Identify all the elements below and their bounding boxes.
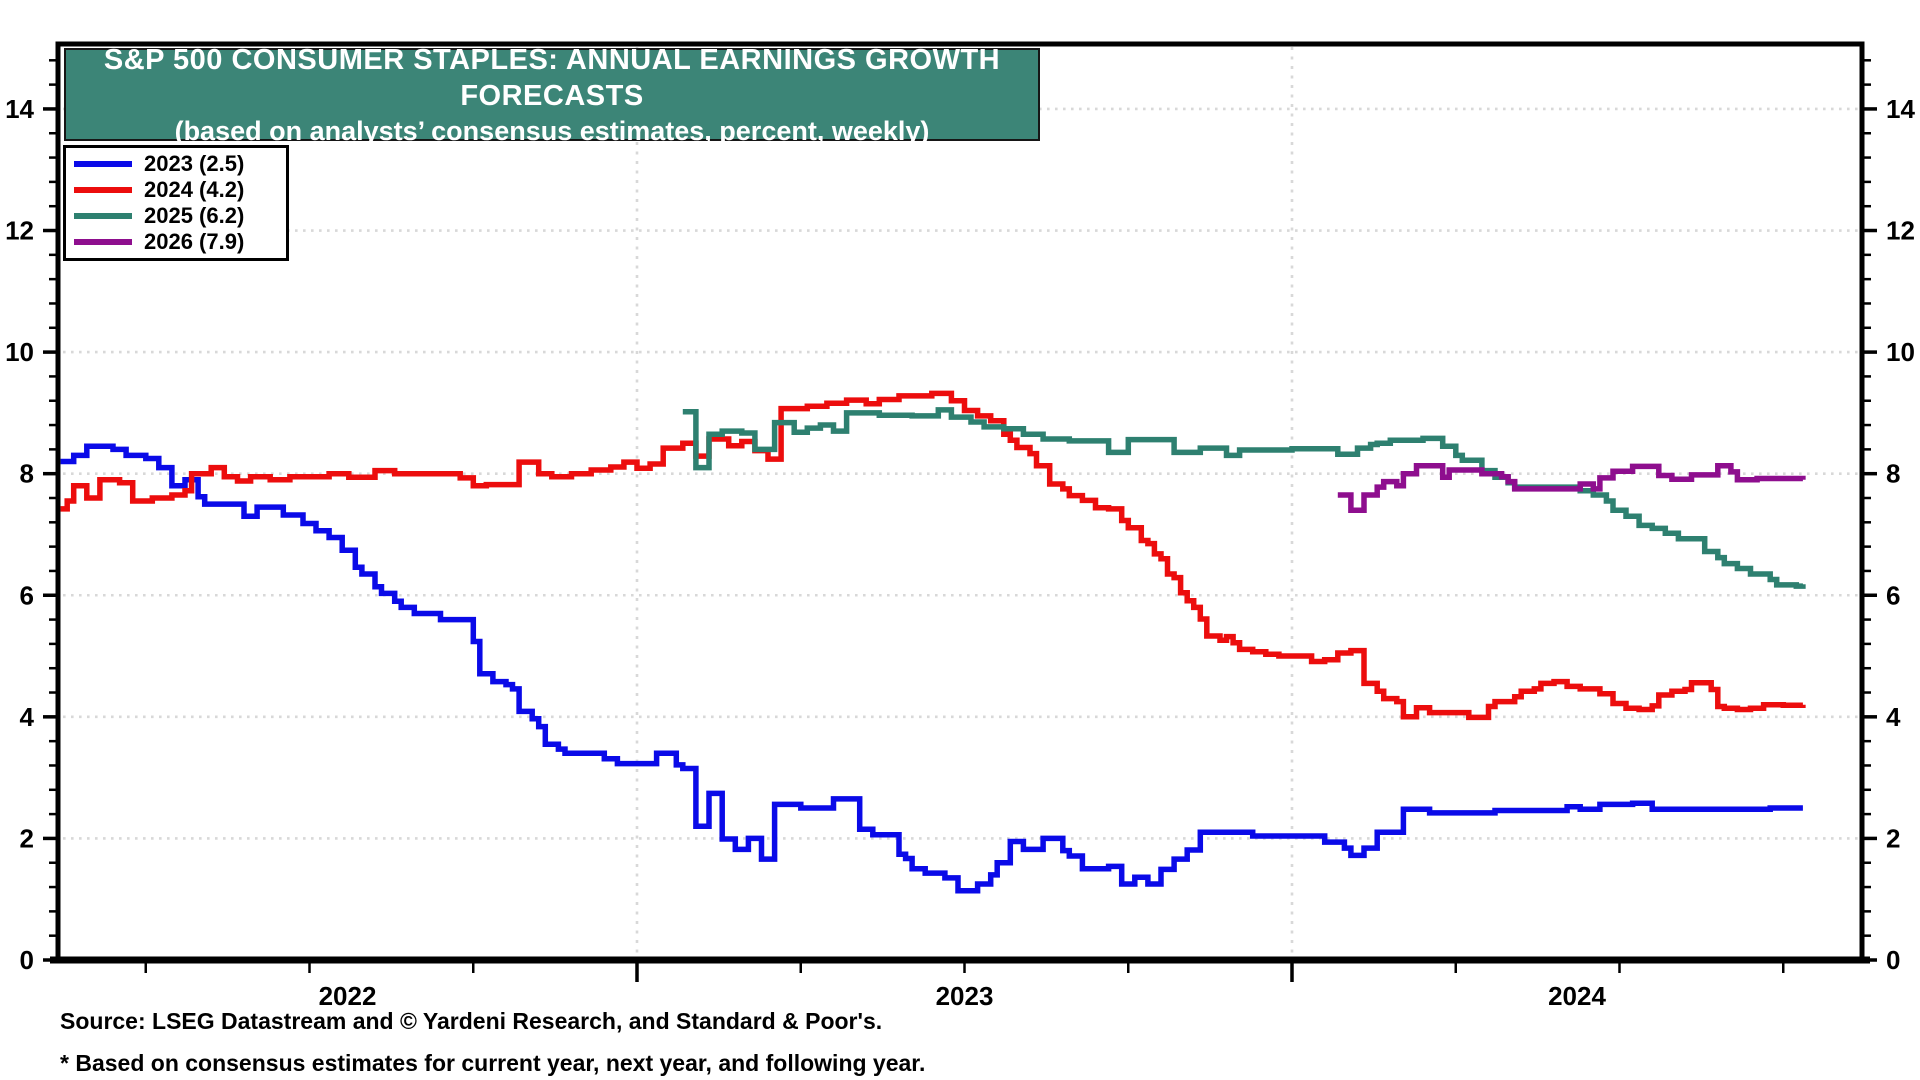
plot-border [55,41,1865,963]
y-axis-label-right-0: 0 [1886,945,1900,975]
legend-label-2026: 2026 (7.9) [144,229,245,254]
series-line-2026 [1337,463,1806,513]
y-axis-label-left-0: 0 [20,945,34,975]
series-line-2023 [60,443,1803,894]
chart-title-banner: S&P 500 CONSUMER STAPLES: ANNUAL EARNING… [64,44,1040,146]
legend-item-2025: 2025 (6.2) [74,204,286,229]
legend-swatch-2023 [74,161,132,167]
y-axis-label-right-2: 2 [1886,823,1900,853]
legend-swatch-2025 [74,213,132,219]
y-axis-label-left-6: 6 [20,580,34,610]
legend-swatch-2026 [74,239,132,245]
series-line-2025 [682,407,1806,589]
chart-legend: 2023 (2.5) 2024 (4.2) 2025 (6.2) 2026 (7.9) [63,145,289,261]
y-axis-label-left-4: 4 [20,702,35,732]
legend-item-2026: 2026 (7.9) [74,230,286,255]
legend-label-2024: 2024 (4.2) [144,177,245,202]
x-axis-label-2024: 2024 [1548,981,1606,1011]
y-axis-label-left-14: 14 [5,94,34,124]
series-line-2024 [60,390,1806,721]
y-axis-label-right-6: 6 [1886,580,1900,610]
source-text: Source: LSEG Datastream and © Yardeni Re… [60,1008,883,1034]
chart-subtitle: (based on analysts’ consensus estimates,… [174,115,930,146]
legend-label-2025: 2025 (6.2) [144,203,245,228]
y-axis-label-left-10: 10 [5,337,34,367]
y-axis-label-right-12: 12 [1886,216,1915,246]
legend-swatch-2024 [74,187,132,193]
y-axis-label-right-4: 4 [1886,702,1901,732]
y-axis-label-right-8: 8 [1886,459,1900,489]
legend-item-2024: 2024 (4.2) [74,178,286,203]
x-axis-label-2023: 2023 [936,981,994,1011]
chart-title: S&P 500 CONSUMER STAPLES: ANNUAL EARNING… [103,43,1001,112]
y-axis-label-right-10: 10 [1886,337,1915,367]
y-axis-label-right-14: 14 [1886,94,1915,124]
x-axis-label-2022: 2022 [319,981,377,1011]
legend-label-2023: 2023 (2.5) [144,151,245,176]
y-axis-label-left-12: 12 [5,216,34,246]
y-axis-label-left-8: 8 [20,459,34,489]
legend-item-2023: 2023 (2.5) [74,152,286,177]
y-axis-label-left-2: 2 [20,823,34,853]
footnote-text: * Based on consensus estimates for curre… [60,1050,926,1076]
